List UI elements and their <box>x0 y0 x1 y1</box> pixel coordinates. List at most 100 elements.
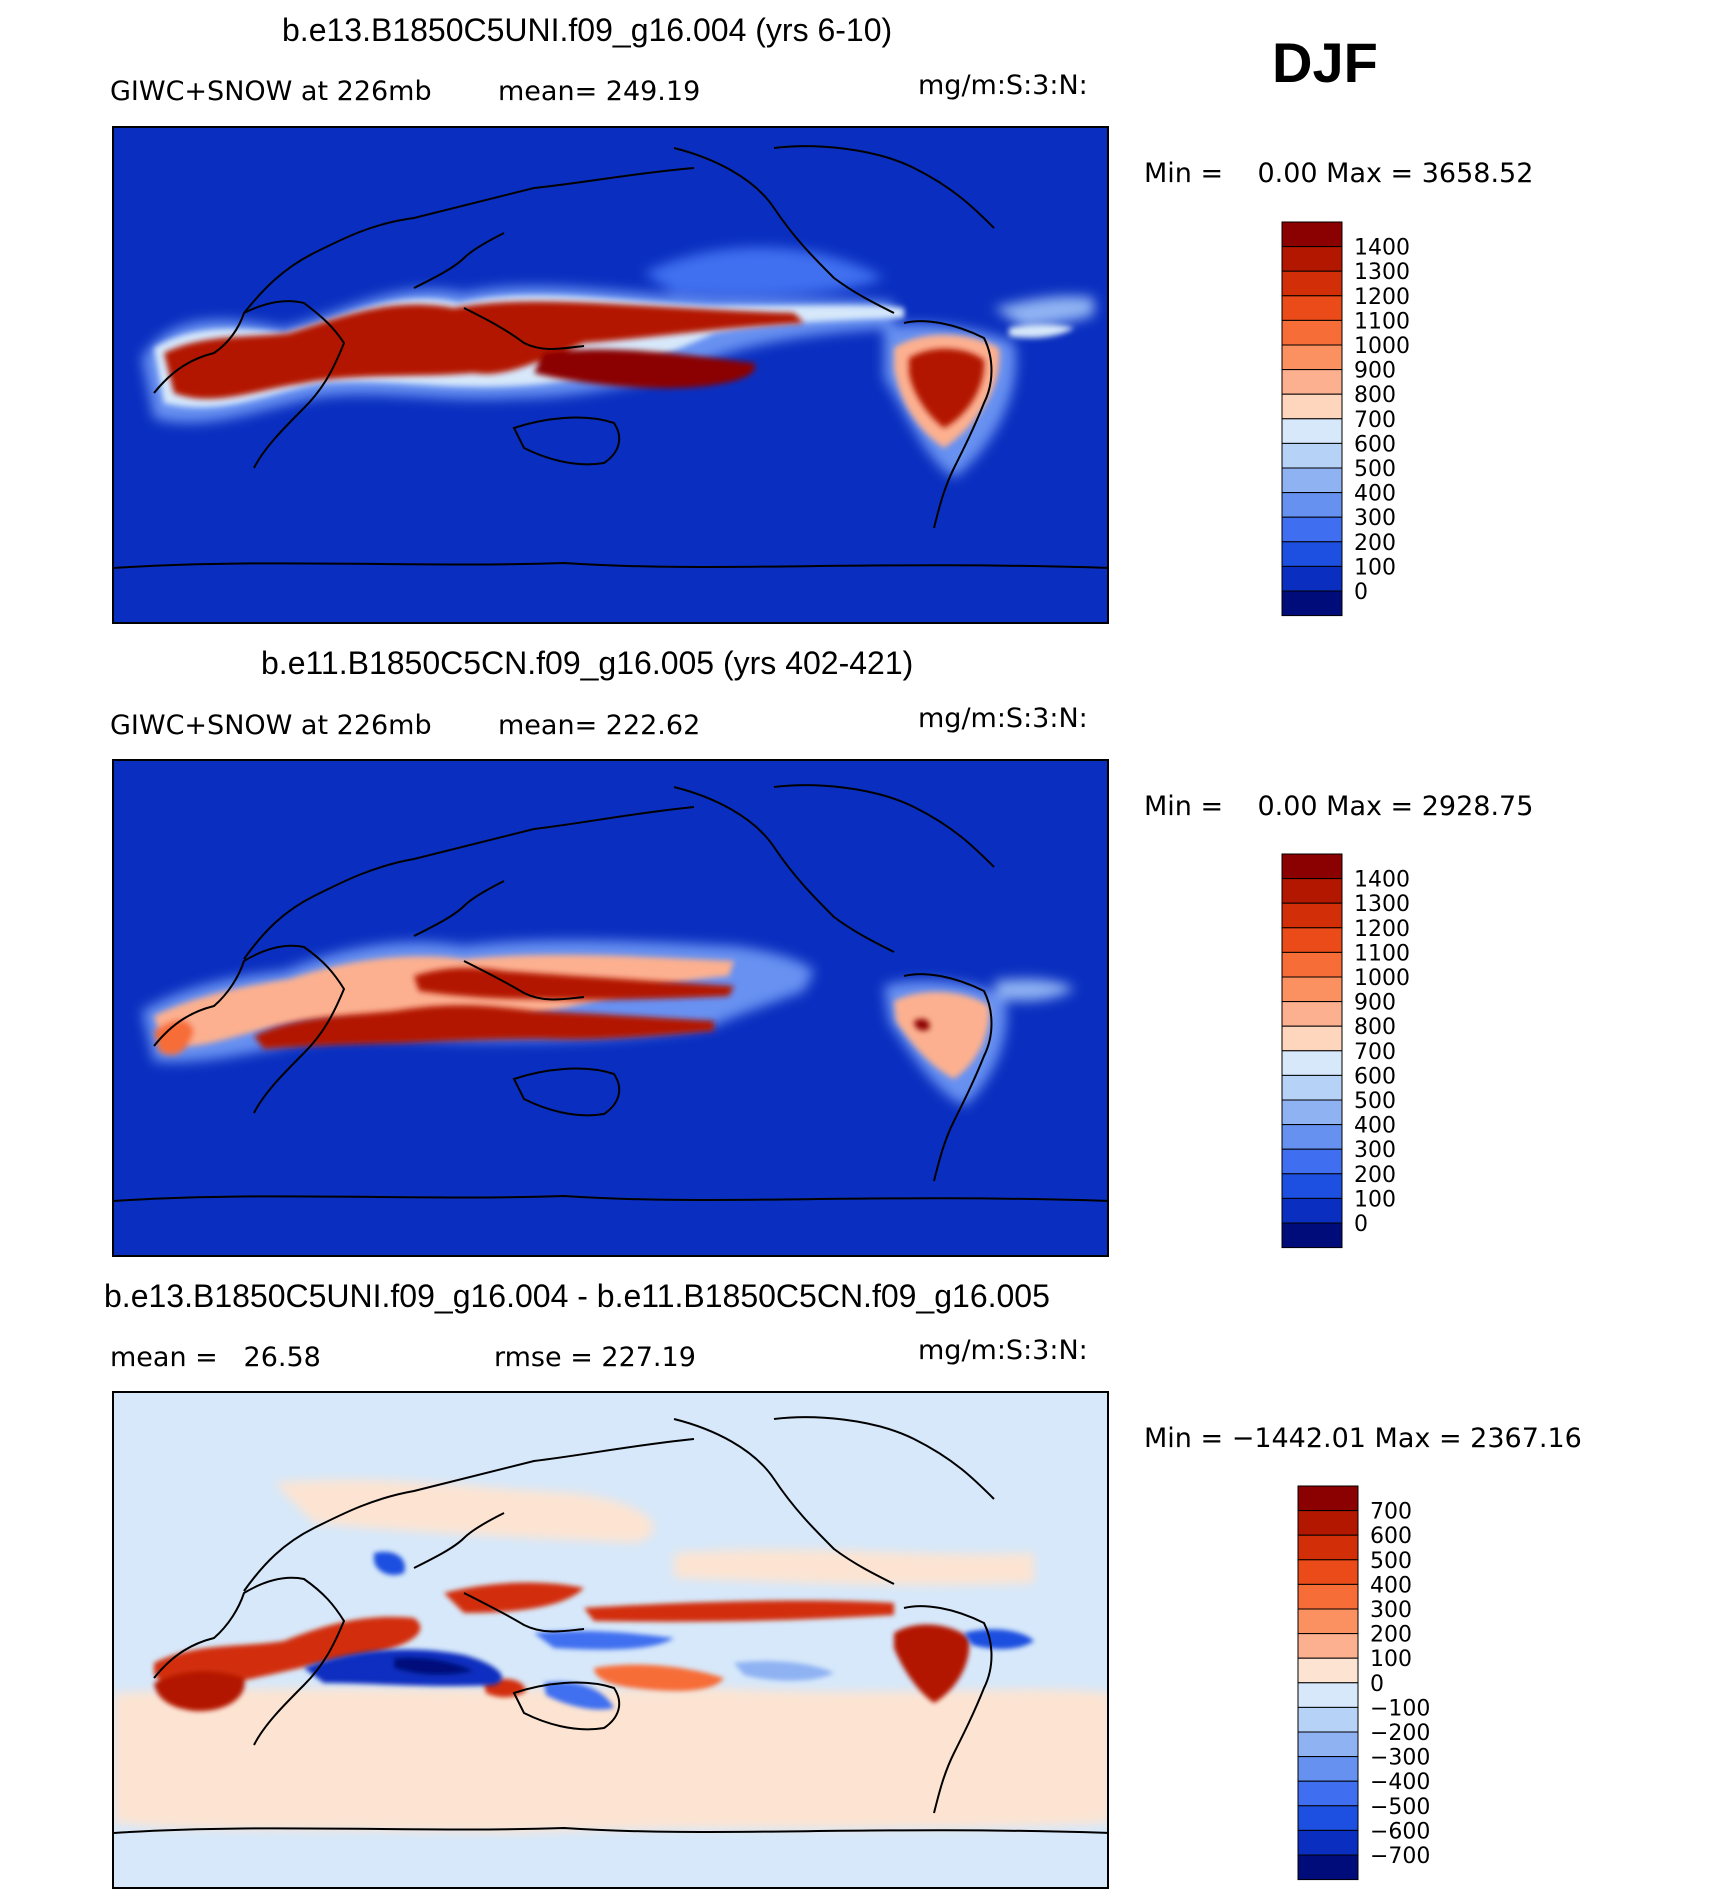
panel-2-colorbar-tick-label: 500 <box>1354 1089 1396 1114</box>
panel-3-colorbar-swatch <box>1297 1657 1359 1684</box>
panel-2-colorbar-swatch <box>1281 902 1343 929</box>
panel-2-colorbar-swatch <box>1281 976 1343 1003</box>
panel-2-colorbar-swatch <box>1281 1124 1343 1150</box>
panel-1-colorbar-tick-label: 900 <box>1354 359 1396 384</box>
panel-1-map <box>112 126 1109 624</box>
panel-1-colorbar-tick-label: 1000 <box>1354 334 1410 359</box>
panel-1-colorbar-swatch <box>1281 221 1343 248</box>
panel-1-colorbar-swatch <box>1281 492 1343 518</box>
panel-2-colorbar-swatch <box>1281 1222 1343 1249</box>
panel-3-colorbar-tick-label: 300 <box>1370 1598 1412 1623</box>
panel-1-colorbar-swatch <box>1281 565 1343 592</box>
panel-3-colorbar-tick-label: −700 <box>1370 1844 1430 1869</box>
panel-2-colorbar-tick-label: 600 <box>1354 1064 1396 1089</box>
panel-2-colorbar-tick-label: 1400 <box>1354 868 1410 893</box>
panel-1-colorbar-swatch <box>1281 541 1343 567</box>
panel-2-colorbar-swatch <box>1281 1173 1343 1199</box>
panel-2-field-label: GIWC+SNOW at 226mb <box>110 710 432 741</box>
panel-2-mean-label: mean= 222.62 <box>498 710 701 741</box>
panel-2-colorbar-tick-label: 200 <box>1354 1163 1396 1188</box>
panel-2-colorbar-tick-label: 1200 <box>1354 917 1410 942</box>
panel-3-colorbar-swatch <box>1297 1583 1359 1610</box>
panel-1-colorbar-swatch <box>1281 467 1343 494</box>
panel-2-colorbar-tick-label: 900 <box>1354 991 1396 1016</box>
panel-1-colorbar-tick-label: 1200 <box>1354 285 1410 310</box>
panel-1-colorbar-tick-label: 1400 <box>1354 236 1410 261</box>
panel-2-colorbar-tick-label: 800 <box>1354 1015 1396 1040</box>
panel-1-mean-label: mean= 249.19 <box>498 76 701 107</box>
panel-1-colorbar: 1400 1300 1200 1100 1000 900 800 700 600 500 400 30… <box>1281 221 1462 618</box>
panel-2-minmax-label: Min = 0.00 Max = 2928.75 <box>1144 791 1534 822</box>
panel-3-colorbar-swatch <box>1297 1731 1359 1758</box>
panel-2-map <box>112 759 1109 1257</box>
panel-1-colorbar-swatch <box>1281 319 1343 346</box>
panel-3-colorbar-swatch <box>1297 1829 1359 1856</box>
panel-2-colorbar-tick-label: 1300 <box>1354 892 1410 917</box>
panel-1-colorbar-swatch <box>1281 369 1343 395</box>
panel-1-colorbar-swatch <box>1281 590 1343 617</box>
panel-3-colorbar-swatch <box>1297 1510 1359 1536</box>
panel-2-title: b.e11.B1850C5CN.f09_g16.005 (yrs 402-421… <box>261 645 914 681</box>
panel-2-colorbar-tick-label: 100 <box>1354 1187 1396 1212</box>
panel-2-colorbar-swatch <box>1281 1050 1343 1076</box>
panel-3-colorbar-swatch <box>1297 1780 1359 1807</box>
panel-3-colorbar-swatch <box>1297 1485 1359 1512</box>
panel-3-colorbar-tick-label: 700 <box>1370 1500 1412 1525</box>
panel-2-colorbar-tick-label: 0 <box>1354 1212 1368 1237</box>
panel-2-colorbar-tick-label: 1000 <box>1354 966 1410 991</box>
panel-2-colorbar-swatch <box>1281 853 1343 880</box>
panel-1-colorbar-tick-label: 1300 <box>1354 260 1410 285</box>
panel-3-units-label: mg/m:S:3:N: <box>918 1335 1088 1366</box>
panel-1-field-label: GIWC+SNOW at 226mb <box>110 76 432 107</box>
panel-2-colorbar-swatch <box>1281 927 1343 953</box>
panel-3-colorbar-swatch <box>1297 1706 1359 1733</box>
panel-2-colorbar-swatch <box>1281 1148 1343 1175</box>
panel-1-colorbar-tick-label: 400 <box>1354 482 1396 507</box>
panel-1-minmax-label: Min = 0.00 Max = 3658.52 <box>1144 158 1534 189</box>
panel-3-colorbar-swatch <box>1297 1682 1359 1708</box>
panel-2-colorbar-swatch <box>1281 951 1343 978</box>
panel-1-colorbar-swatch <box>1281 295 1343 321</box>
panel-2-colorbar-tick-label: 700 <box>1354 1040 1396 1065</box>
panel-3-colorbar-swatch <box>1297 1534 1359 1561</box>
panel-2-colorbar-swatch <box>1281 1197 1343 1224</box>
panel-2-colorbar-tick-label: 300 <box>1354 1138 1396 1163</box>
panel-1-colorbar-tick-label: 200 <box>1354 531 1396 556</box>
panel-1-colorbar-tick-label: 600 <box>1354 432 1396 457</box>
panel-2-colorbar: 1400 1300 1200 1100 1000 900 800 700 600 500 400 30… <box>1281 853 1462 1250</box>
panel-3-title: b.e13.B1850C5UNI.f09_g16.004 - b.e11.B18… <box>104 1278 1050 1314</box>
panel-3-minmax-label: Min = −1442.01 Max = 2367.16 <box>1144 1423 1582 1454</box>
panel-3-colorbar-swatch <box>1297 1608 1359 1635</box>
panel-3-colorbar-swatch <box>1297 1633 1359 1659</box>
panel-2-colorbar-swatch <box>1281 878 1343 904</box>
panel-3-colorbar-swatch <box>1297 1756 1359 1782</box>
panel-1-colorbar-tick-label: 500 <box>1354 457 1396 482</box>
panel-1-title: b.e13.B1850C5UNI.f09_g16.004 (yrs 6-10) <box>282 12 893 48</box>
panel-3-rmse-label: rmse = 227.19 <box>494 1342 696 1373</box>
panel-3-colorbar-tick-label: −200 <box>1370 1721 1430 1746</box>
panel-3-colorbar-tick-label: 200 <box>1370 1623 1412 1648</box>
panel-2-colorbar-swatch <box>1281 1025 1343 1052</box>
panel-3-colorbar-tick-label: −400 <box>1370 1770 1430 1795</box>
panel-1-colorbar-swatch <box>1281 246 1343 272</box>
panel-3-colorbar-swatch <box>1297 1854 1359 1881</box>
panel-3-colorbar-swatch <box>1297 1805 1359 1831</box>
panel-1-colorbar-tick-label: 100 <box>1354 555 1396 580</box>
panel-1-colorbar-tick-label: 700 <box>1354 408 1396 433</box>
panel-2-colorbar-swatch <box>1281 1001 1343 1027</box>
panel-3-colorbar-tick-label: 500 <box>1370 1549 1412 1574</box>
panel-3-colorbar-tick-label: 0 <box>1370 1672 1384 1697</box>
panel-1-colorbar-tick-label: 1100 <box>1354 309 1410 334</box>
panel-2-colorbar-tick-label: 400 <box>1354 1114 1396 1139</box>
panel-3-colorbar-tick-label: −600 <box>1370 1819 1430 1844</box>
panel-3-colorbar-tick-label: −500 <box>1370 1795 1430 1820</box>
panel-3-colorbar-tick-label: 400 <box>1370 1573 1412 1598</box>
panel-2-colorbar-swatch <box>1281 1099 1343 1126</box>
panel-1-colorbar-tick-label: 0 <box>1354 580 1368 605</box>
panel-1-colorbar-swatch <box>1281 442 1343 469</box>
panel-1-units-label: mg/m:S:3:N: <box>918 70 1088 101</box>
panel-3-map <box>112 1391 1109 1889</box>
panel-1-colorbar-swatch <box>1281 344 1343 371</box>
panel-1-colorbar-swatch <box>1281 393 1343 420</box>
panel-2-colorbar-tick-label: 1100 <box>1354 941 1410 966</box>
